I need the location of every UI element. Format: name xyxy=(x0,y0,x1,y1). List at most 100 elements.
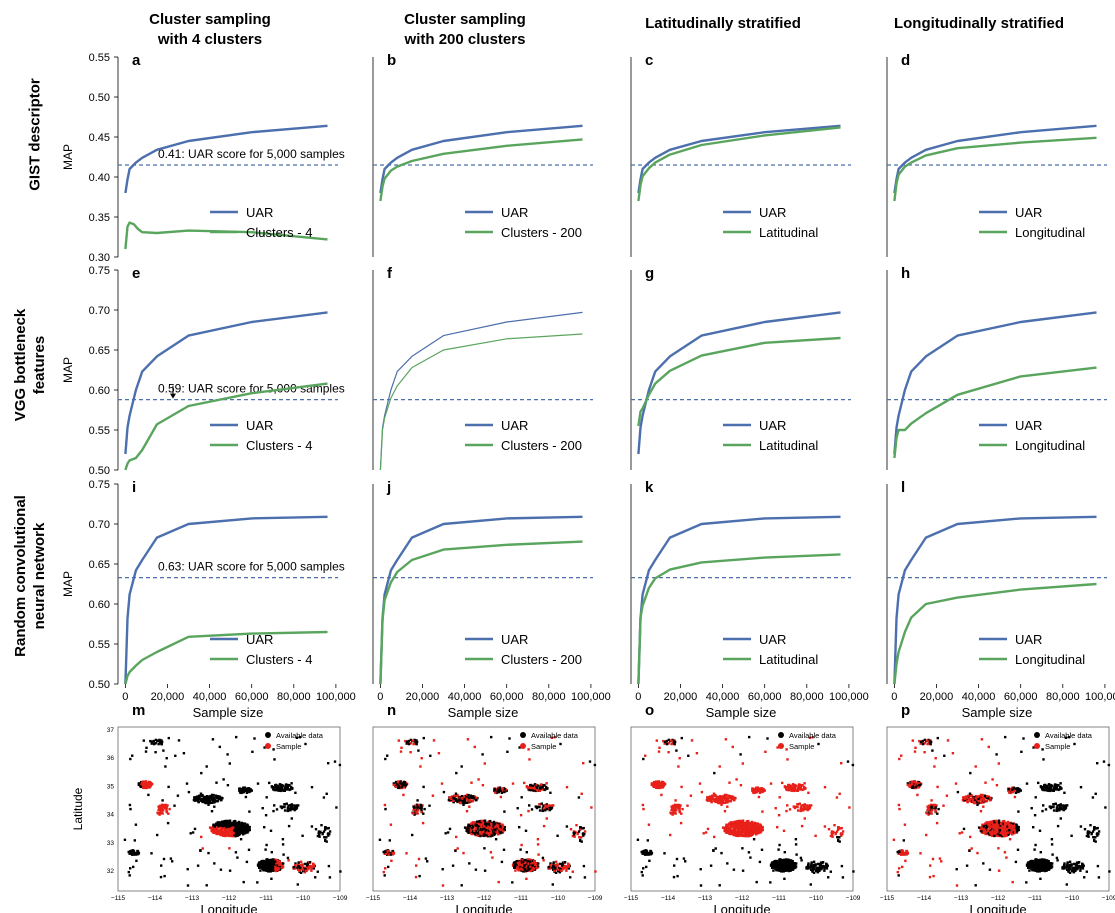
series-line-uar xyxy=(124,515,328,685)
available-point xyxy=(791,865,795,869)
available-point xyxy=(524,859,527,862)
x-tick-label: 40,000 xyxy=(193,691,227,703)
available-point xyxy=(273,860,277,863)
available-point xyxy=(264,867,267,870)
available-point xyxy=(383,874,386,877)
available-point xyxy=(459,798,463,801)
available-point xyxy=(165,757,168,760)
series-line-comparison xyxy=(637,553,841,685)
sample-point xyxy=(794,805,797,808)
sample-point xyxy=(803,807,807,811)
available-point xyxy=(292,865,295,869)
sample-point xyxy=(554,860,558,863)
available-point xyxy=(208,797,211,801)
available-point xyxy=(472,831,475,834)
available-point xyxy=(424,857,428,860)
map-x-tick-label: −109 xyxy=(588,895,603,902)
available-point xyxy=(774,866,777,869)
available-point xyxy=(304,742,307,746)
legend-label: UAR xyxy=(1015,205,1042,220)
sample-point xyxy=(385,850,388,853)
available-point xyxy=(811,869,814,872)
sample-point xyxy=(986,822,990,825)
sample-point xyxy=(1001,832,1004,835)
available-point xyxy=(236,856,239,859)
x-tick-label: 80,000 xyxy=(277,691,311,703)
sample-point xyxy=(1011,826,1014,829)
available-point xyxy=(211,797,214,800)
map-panel-m: m−115 −114 −113 −112 −111 −110 −10932333435363… xyxy=(71,702,348,913)
available-point xyxy=(323,828,327,831)
available-point xyxy=(247,848,251,851)
sample-point xyxy=(650,782,653,785)
available-point xyxy=(237,825,240,828)
available-point xyxy=(680,736,683,740)
available-point xyxy=(785,858,788,861)
map-y-tick-label: 35 xyxy=(107,783,115,790)
available-point xyxy=(246,787,249,790)
available-point xyxy=(281,805,284,808)
available-point xyxy=(821,861,825,864)
available-point xyxy=(265,864,268,867)
sample-point xyxy=(735,822,739,825)
map-points xyxy=(123,735,342,887)
sample-point xyxy=(469,829,472,832)
available-point xyxy=(747,851,751,854)
available-point xyxy=(270,864,274,868)
available-point xyxy=(192,798,196,802)
available-point xyxy=(226,821,230,824)
sample-point xyxy=(737,824,741,827)
available-point xyxy=(493,823,497,827)
available-point xyxy=(503,825,506,829)
available-point xyxy=(273,758,276,761)
available-point xyxy=(275,808,279,811)
sample-point xyxy=(216,828,219,831)
sample-point xyxy=(728,795,732,798)
available-point xyxy=(484,824,488,828)
available-point xyxy=(545,803,548,806)
available-point xyxy=(186,884,190,887)
available-point xyxy=(540,802,543,805)
available-point xyxy=(161,799,164,802)
available-point xyxy=(821,865,824,868)
sample-point xyxy=(529,865,532,868)
sample-point xyxy=(714,793,717,797)
sample-point xyxy=(165,808,168,811)
sample-point xyxy=(532,867,535,870)
sample-point xyxy=(533,787,537,790)
sample-point xyxy=(491,828,494,831)
map-x-tick-label: −109 xyxy=(1102,895,1115,902)
threshold-arrowhead xyxy=(170,393,176,399)
available-point xyxy=(279,805,282,808)
sample-point xyxy=(539,783,543,786)
sample-point xyxy=(989,796,992,799)
available-point xyxy=(783,869,786,872)
x-tick-label: 100,000 xyxy=(829,691,869,703)
available-point xyxy=(272,868,276,871)
sample-point xyxy=(980,826,984,829)
sample-point xyxy=(650,783,653,787)
sample-point xyxy=(489,851,493,854)
available-point xyxy=(1051,862,1054,865)
map-x-tick-label: −110 xyxy=(809,895,824,902)
available-point xyxy=(840,864,844,868)
series-line-comparison xyxy=(379,138,583,202)
available-point xyxy=(748,735,751,739)
x-tick-label: 40,000 xyxy=(448,691,482,703)
sample-point xyxy=(160,811,163,814)
available-point xyxy=(1017,828,1020,832)
available-point xyxy=(977,801,980,805)
available-point xyxy=(1035,868,1038,871)
sample-point xyxy=(641,803,645,807)
available-point xyxy=(980,830,983,833)
available-point xyxy=(460,884,463,887)
sample-point xyxy=(723,810,727,813)
available-point xyxy=(316,870,319,873)
x-tick-label: 100,000 xyxy=(316,691,356,703)
sample-point xyxy=(531,787,534,790)
sample-point xyxy=(554,863,557,867)
map-x-tick-label: −115 xyxy=(624,895,639,902)
available-point xyxy=(554,866,557,870)
available-point xyxy=(582,826,585,830)
